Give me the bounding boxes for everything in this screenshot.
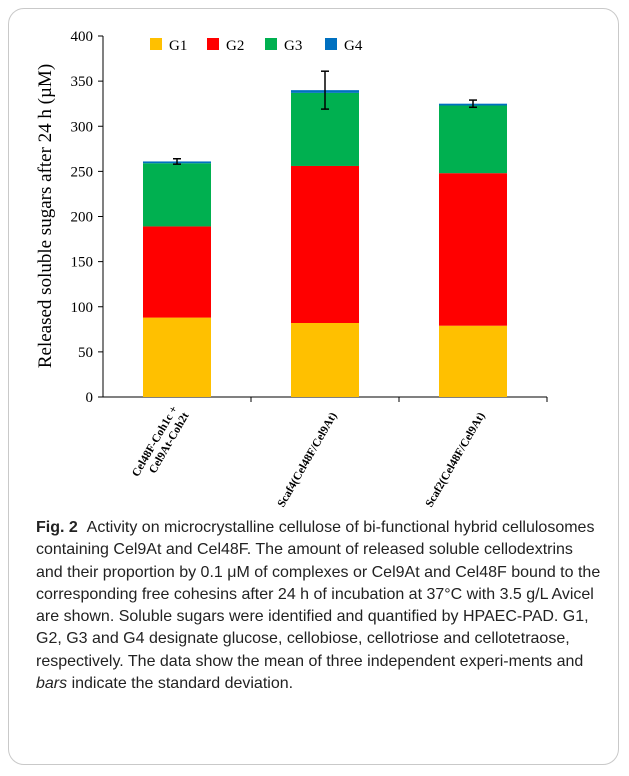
stacked-bar-chart: 0 50 100 150 200 250 300 350 400 Cel48F-Coh1c +Ce… [35, 29, 548, 509]
legend-label-g3: G3 [284, 38, 302, 54]
bar-segment-g2 [439, 173, 507, 326]
figure-caption-text: Activity on microcrystalline cellulose o… [36, 519, 601, 693]
y-tick-label: 200 [71, 210, 94, 226]
bar-segment-g1 [439, 325, 507, 397]
plot-area: 0 50 100 150 200 250 300 350 400 Cel48F-Coh1c +Ce… [71, 29, 548, 509]
legend-label-g1: G1 [169, 38, 187, 54]
chart-legend: G1 G2 G3 G4 [150, 38, 363, 54]
y-tick-label: 150 [71, 255, 94, 271]
legend-label-g2: G2 [226, 38, 244, 54]
legend-label-g4: G4 [344, 38, 363, 54]
bar-segment-g3 [143, 163, 211, 227]
bar-segment-g2 [143, 226, 211, 318]
y-tick-label: 300 [71, 119, 94, 135]
x-category-label-line: Scaf2(Cel48F/Cel9At) [424, 410, 488, 509]
bar-segment-g1 [143, 317, 211, 397]
x-category-label-line: Scaf4(Cel48F/Cel9At) [276, 410, 340, 509]
y-axis-label: Released soluble sugars after 24 h (µM) [35, 64, 56, 368]
y-tick-label: 50 [78, 345, 93, 361]
y-tick-label: 350 [71, 74, 94, 90]
figure-label: Fig. 2 [36, 519, 78, 536]
x-category-label: Scaf2(Cel48F/Cel9At) [424, 410, 488, 509]
y-tick-label: 0 [86, 390, 94, 406]
legend-swatch-g4 [325, 38, 337, 50]
bar-segment-g3 [439, 105, 507, 174]
figure-caption: Fig. 2 Activity on microcrystalline cell… [36, 517, 604, 695]
legend-swatch-g1 [150, 38, 162, 50]
y-tick-label: 100 [71, 300, 94, 316]
y-tick-label: 250 [71, 164, 94, 180]
legend-swatch-g3 [265, 38, 277, 50]
y-tick-label: 400 [71, 29, 94, 45]
x-category-label: Cel48F-Coh1c +Cel9At-Coh2t [130, 404, 192, 486]
bar-segment-g2 [291, 165, 359, 323]
bar-segment-g1 [291, 322, 359, 397]
x-category-label: Scaf4(Cel48F/Cel9At) [276, 410, 340, 509]
legend-swatch-g2 [207, 38, 219, 50]
